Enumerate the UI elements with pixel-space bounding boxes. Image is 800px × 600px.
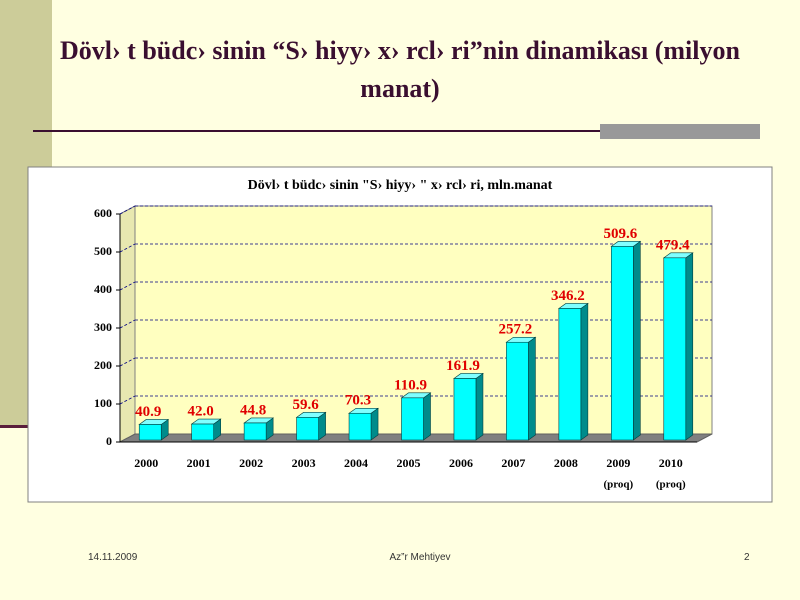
- bar-side: [633, 240, 641, 441]
- bar-side: [528, 336, 536, 441]
- grid-line-side: [119, 243, 136, 253]
- bar-front: [348, 412, 372, 441]
- grid-line-side: [119, 395, 136, 405]
- bar: [295, 411, 327, 441]
- bar-front: [191, 423, 214, 441]
- x-tick-label: 2007: [501, 456, 525, 470]
- x-tick-label: 2000: [134, 456, 158, 470]
- bar-front: [138, 424, 162, 441]
- y-tick-label: 500: [94, 244, 112, 258]
- x-tick-label: 2010: [659, 456, 683, 470]
- data-label: 161.9: [446, 358, 480, 374]
- y-tick-label: 600: [94, 206, 112, 220]
- x-tick-label: 2008: [554, 456, 578, 470]
- y-tick-label: 200: [94, 358, 112, 372]
- bar: [505, 336, 537, 441]
- x-tick-label: 2003: [292, 456, 316, 470]
- data-label: 479.4: [656, 237, 690, 253]
- bar-front: [611, 246, 634, 441]
- bar: [662, 252, 694, 441]
- grid-line-side: [119, 205, 136, 215]
- bar-front: [243, 422, 267, 441]
- bar-front: [296, 417, 319, 441]
- bar: [243, 417, 275, 441]
- grid-line-side: [119, 357, 136, 367]
- bar: [557, 302, 589, 441]
- y-tick-label: 300: [94, 320, 112, 334]
- chart-title: Dövl› t büdc› sinin "S› hiyy› " x› rcl› …: [248, 178, 553, 193]
- bar: [453, 372, 484, 441]
- x-tick-label: 2009: [606, 456, 630, 470]
- side-wall: [119, 205, 136, 443]
- strip-line: [0, 425, 52, 428]
- footer-author: Az”r Mehtiyev: [389, 552, 451, 563]
- bar-front: [453, 378, 477, 441]
- bar: [190, 418, 222, 441]
- y-tick-label: 100: [94, 396, 112, 410]
- footer-date: 14.11.2009: [88, 552, 138, 563]
- title-rule-box: [600, 124, 760, 139]
- footer-page: 2: [744, 552, 750, 563]
- bar: [348, 407, 379, 441]
- x-tick-note: (proq): [656, 479, 686, 491]
- slide-title: Dövl› t büdc› sinin “S› hiyy› x› rcl› ri…: [60, 36, 740, 103]
- bar: [610, 240, 642, 441]
- x-tick-label: 2006: [449, 456, 473, 470]
- bar-side: [423, 392, 431, 441]
- x-tick-label: 2004: [344, 456, 368, 470]
- y-tick-label: 0: [106, 434, 112, 448]
- x-tick-label: 2005: [397, 456, 421, 470]
- bar-side: [370, 407, 379, 441]
- bar-front: [506, 341, 529, 441]
- bar-front: [663, 257, 687, 441]
- data-label: 59.6: [292, 397, 319, 413]
- bar: [138, 418, 170, 441]
- bar-front: [401, 397, 424, 441]
- data-label: 44.8: [240, 402, 266, 418]
- data-label: 42.0: [188, 403, 214, 419]
- bar-front: [558, 308, 582, 441]
- title-rule: [33, 130, 760, 132]
- data-label: 110.9: [394, 377, 427, 393]
- x-tick-label: 2001: [187, 456, 211, 470]
- data-label: 70.3: [345, 393, 371, 409]
- bar-side: [475, 372, 484, 441]
- bar-side: [685, 252, 694, 441]
- bar: [400, 392, 432, 441]
- grid-line-side: [119, 281, 136, 291]
- data-label: 346.2: [551, 288, 585, 304]
- data-label: 257.2: [499, 322, 533, 338]
- data-label: 40.9: [135, 404, 161, 420]
- grid-line-side: [119, 319, 136, 329]
- x-tick-note: (proq): [603, 479, 633, 491]
- bar-side: [580, 302, 589, 441]
- x-tick-label: 2002: [239, 456, 263, 470]
- y-tick-label: 400: [94, 282, 112, 296]
- data-label: 509.6: [603, 226, 637, 242]
